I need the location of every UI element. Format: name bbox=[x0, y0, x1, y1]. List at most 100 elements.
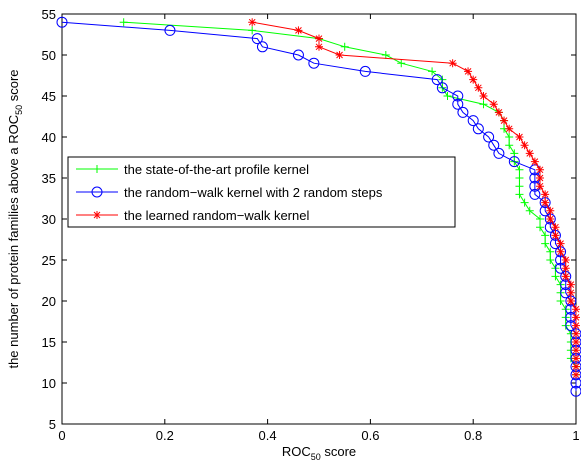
y-tick-label: 25 bbox=[42, 253, 56, 268]
data-point bbox=[572, 362, 580, 371]
data-point bbox=[551, 223, 560, 232]
data-point bbox=[308, 57, 320, 69]
y-axis-label: the number of protein families above a R… bbox=[6, 69, 24, 368]
data-point bbox=[570, 385, 581, 397]
data-point bbox=[431, 74, 443, 86]
data-point bbox=[546, 256, 555, 264]
data-point bbox=[397, 59, 406, 68]
data-point bbox=[572, 313, 580, 322]
data-point bbox=[457, 106, 469, 118]
data-point bbox=[292, 49, 304, 61]
data-point bbox=[561, 256, 570, 264]
data-point bbox=[483, 131, 495, 143]
data-point bbox=[472, 123, 484, 135]
legend-label: the learned random−walk kernel bbox=[124, 208, 309, 223]
data-point bbox=[541, 198, 550, 207]
data-point bbox=[551, 231, 560, 240]
data-point bbox=[556, 297, 565, 305]
data-point bbox=[335, 51, 344, 59]
x-axis-label: ROC50 score bbox=[282, 444, 356, 462]
data-point bbox=[572, 346, 580, 355]
data-point bbox=[474, 83, 483, 92]
data-point bbox=[251, 33, 263, 45]
data-point bbox=[546, 206, 555, 215]
legend-box bbox=[67, 156, 456, 228]
data-point bbox=[566, 280, 575, 289]
data-point bbox=[359, 65, 371, 77]
data-point bbox=[556, 247, 565, 256]
data-point bbox=[541, 190, 550, 199]
data-point bbox=[443, 92, 452, 100]
data-point bbox=[256, 41, 268, 53]
data-point bbox=[536, 223, 545, 232]
x-tick-label: 0.4 bbox=[259, 428, 277, 443]
x-axis-label-part: score bbox=[321, 444, 356, 459]
data-point bbox=[467, 115, 479, 127]
data-point bbox=[464, 67, 473, 76]
x-tick-label: 0.6 bbox=[361, 428, 379, 443]
data-point bbox=[315, 34, 323, 43]
data-point bbox=[515, 165, 524, 174]
data-point bbox=[505, 141, 514, 150]
data-point bbox=[541, 231, 550, 240]
y-tick-label: 35 bbox=[42, 171, 56, 186]
data-point bbox=[572, 321, 580, 330]
data-point bbox=[572, 329, 580, 338]
y-tick-label: 5 bbox=[49, 417, 56, 432]
data-point bbox=[561, 264, 570, 273]
data-point bbox=[488, 139, 500, 151]
data-point bbox=[536, 174, 545, 182]
y-tick-label: 10 bbox=[42, 376, 56, 391]
data-point bbox=[315, 42, 323, 51]
data-point bbox=[536, 215, 545, 223]
x-tick-label: 1 bbox=[572, 428, 579, 443]
data-point bbox=[493, 147, 505, 159]
data-point bbox=[479, 100, 488, 109]
data-point bbox=[248, 26, 257, 35]
y-tick-label: 30 bbox=[42, 212, 56, 227]
x-axis-label-part: 50 bbox=[311, 452, 321, 462]
data-point bbox=[510, 149, 519, 158]
data-point bbox=[541, 239, 550, 248]
data-point bbox=[452, 98, 464, 110]
data-point bbox=[436, 82, 448, 94]
data-point bbox=[479, 92, 488, 100]
data-point bbox=[448, 59, 457, 68]
data-point bbox=[515, 182, 524, 191]
data-point bbox=[566, 288, 575, 297]
data-point bbox=[536, 182, 545, 191]
data-point bbox=[546, 247, 555, 256]
data-point bbox=[294, 26, 303, 35]
data-point bbox=[469, 75, 478, 84]
data-point bbox=[248, 18, 257, 27]
legend-marker bbox=[93, 211, 101, 219]
y-tick-label: 15 bbox=[42, 335, 56, 350]
data-point bbox=[572, 354, 580, 363]
x-tick-label: 0.8 bbox=[464, 428, 482, 443]
x-axis-label-part: ROC bbox=[282, 444, 311, 459]
y-tick-label: 50 bbox=[42, 48, 56, 63]
data-point bbox=[428, 67, 437, 76]
data-point bbox=[508, 156, 520, 168]
y-axis-label-part: score bbox=[6, 69, 21, 104]
data-point bbox=[566, 297, 575, 305]
y-tick-label: 45 bbox=[42, 89, 56, 104]
x-tick-label: 0.2 bbox=[156, 428, 174, 443]
data-point bbox=[525, 206, 534, 215]
data-point bbox=[520, 141, 529, 150]
data-point bbox=[572, 305, 580, 314]
data-point bbox=[515, 174, 524, 182]
legend-marker bbox=[91, 186, 103, 198]
legend-marker bbox=[93, 165, 101, 173]
y-axis-label-part: 50 bbox=[14, 105, 24, 115]
data-point bbox=[572, 370, 580, 379]
data-point bbox=[561, 272, 570, 281]
y-tick-label: 20 bbox=[42, 294, 56, 309]
data-point bbox=[489, 100, 498, 109]
data-point bbox=[505, 124, 514, 133]
x-tick-label: 0 bbox=[58, 428, 65, 443]
data-point bbox=[515, 190, 524, 199]
data-point bbox=[529, 188, 541, 200]
data-point bbox=[505, 133, 514, 141]
